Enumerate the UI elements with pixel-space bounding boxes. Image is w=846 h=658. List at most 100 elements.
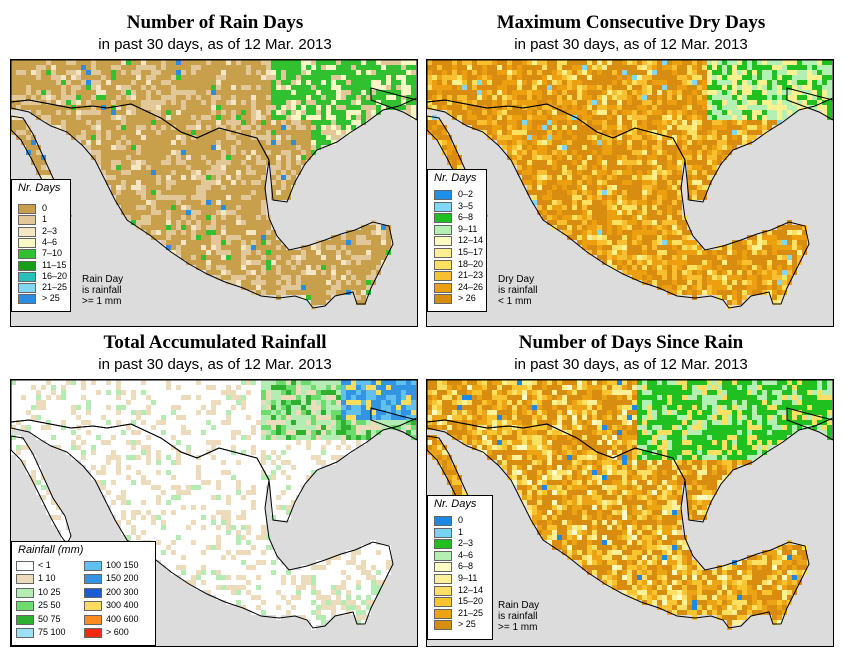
- panel-rain-days: Number of Rain Days in past 30 days, as …: [10, 12, 420, 332]
- legend-label: 15–20: [458, 596, 484, 607]
- legend: Nr. Days 0 1 2–3 4–6 6–8 9–11 12–14 15–20 21–25 >…: [427, 495, 493, 640]
- legend-label: > 26: [458, 293, 476, 304]
- legend-swatch: [18, 283, 36, 294]
- legend-label: 0–2: [458, 189, 474, 199]
- legend-label: 50 75: [38, 613, 61, 624]
- panel-title: Maximum Consecutive Dry Days: [496, 12, 766, 33]
- legend-swatch: [434, 562, 452, 573]
- legend-label: 4–6: [458, 549, 474, 560]
- legend-swatch: [18, 260, 36, 271]
- panel-subtitle: in past 30 days, as of 12 Mar. 2013: [98, 36, 332, 53]
- legend-swatch: [84, 601, 102, 612]
- legend-swatch: [84, 574, 102, 585]
- land-pixels: [11, 60, 416, 310]
- legend-note: Rain Day is rainfall >= 1 mm: [498, 600, 540, 633]
- legend-label: 2–3: [458, 538, 474, 549]
- legend-swatch: [434, 527, 452, 538]
- panel-since-rain: Number of Days Since Rain in past 30 day…: [426, 332, 836, 652]
- panel-title: Total Accumulated Rainfall: [103, 332, 327, 353]
- legend-label: 150 200: [106, 573, 139, 584]
- legend-label: 100 150: [106, 560, 139, 570]
- legend-swatch: [18, 294, 36, 305]
- legend-swatch: [434, 585, 452, 596]
- legend-label: 0: [42, 203, 48, 213]
- panel-title: Number of Rain Days: [126, 12, 304, 33]
- map-canvas: [427, 380, 833, 646]
- legend-label: 1: [42, 214, 48, 225]
- legend-swatch: [18, 271, 36, 282]
- panel-rainfall: Total Accumulated Rainfall in past 30 da…: [10, 332, 420, 652]
- legend-swatch: [434, 236, 452, 247]
- legend-label: 12–14: [458, 235, 484, 246]
- cuba-outline: [786, 87, 833, 121]
- legend-label: 24–26: [458, 281, 484, 292]
- legend-label: 2–3: [42, 225, 58, 236]
- panel-dry-days: Maximum Consecutive Dry Days in past 30 …: [426, 12, 836, 332]
- legend-label: 10 25: [38, 586, 61, 597]
- map-canvas: [11, 60, 417, 326]
- legend-swatch: [18, 249, 36, 260]
- panel-subtitle: in past 30 days, as of 12 Mar. 2013: [514, 36, 748, 53]
- legend-title: Nr. Days: [434, 498, 477, 510]
- legend-swatch: [18, 204, 36, 214]
- legend-label: 9–11: [458, 573, 478, 583]
- legend-label: 400 600: [106, 613, 139, 624]
- since-rain-map: [426, 379, 834, 647]
- legend-note: Dry Day is rainfall < 1 mm: [498, 274, 538, 307]
- legend-label: 6–8: [458, 212, 474, 223]
- legend-swatch: [434, 213, 452, 224]
- legend-label: < 1: [38, 560, 51, 570]
- usa-border: [427, 380, 833, 523]
- legend-swatch: [434, 550, 452, 561]
- legend-label: 15–17: [458, 247, 484, 257]
- legend-label: 75 100: [38, 627, 66, 637]
- legend-label: > 25: [42, 293, 60, 304]
- legend-label: 12–14: [458, 584, 484, 595]
- legend-label: 21–25: [42, 282, 68, 293]
- usa-border: [11, 380, 417, 523]
- legend-label: 1: [458, 526, 464, 537]
- rainfall-map: [10, 379, 418, 647]
- legend-swatch: [84, 628, 102, 638]
- cuba-outline: [786, 407, 833, 441]
- legend-label: 11–15: [42, 259, 67, 270]
- legend: Nr. Days 0 1 2–3 4–6 7–10 11–15 16–20 21–25 > 25: [11, 179, 71, 312]
- legend-title: Nr. Days: [434, 172, 477, 184]
- legend-title: Nr. Days: [18, 182, 61, 194]
- legend-swatch: [16, 574, 34, 585]
- land-pixels: [11, 380, 416, 630]
- legend-swatch: [434, 574, 452, 584]
- legend-swatch: [16, 561, 34, 571]
- panel-subtitle: in past 30 days, as of 12 Mar. 2013: [98, 356, 332, 373]
- legend-title: Rainfall (mm): [18, 544, 84, 556]
- legend-swatch: [434, 516, 452, 526]
- legend-note: Rain Day is rainfall >= 1 mm: [82, 274, 124, 307]
- legend-swatch: [434, 271, 452, 282]
- legend-swatch: [18, 215, 36, 226]
- land-pixels: [427, 380, 832, 630]
- legend-swatch: [16, 601, 34, 612]
- legend: Nr. Days 0–2 3–5 6–8 9–11 12–14 15–17 18–20 21–…: [427, 169, 487, 312]
- legend-label: 200 300: [106, 586, 139, 597]
- legend-swatch: [434, 539, 452, 550]
- legend-label: > 600: [106, 627, 129, 637]
- legend-label: 25 50: [38, 600, 61, 611]
- legend-swatch: [434, 620, 452, 631]
- legend: Rainfall (mm) < 1 1 10 10 25 25 50 50 75 75 1…: [11, 541, 156, 646]
- map-canvas: [427, 60, 833, 326]
- legend-swatch: [434, 224, 452, 235]
- legend-swatch: [84, 614, 102, 625]
- usa-border: [427, 60, 833, 203]
- legend-swatch: [16, 614, 34, 625]
- legend-label: 300 400: [106, 600, 139, 611]
- legend-swatch: [434, 597, 452, 608]
- legend-swatch: [18, 226, 36, 237]
- legend-label: 1 10: [38, 573, 56, 584]
- legend-swatch: [434, 608, 452, 619]
- legend-label: > 25: [458, 619, 476, 630]
- legend-label: 21–23: [458, 270, 484, 281]
- legend-label: 7–10: [42, 248, 63, 259]
- legend-swatch: [16, 587, 34, 598]
- legend-label: 6–8: [458, 561, 474, 572]
- legend-label: 3–5: [458, 200, 474, 211]
